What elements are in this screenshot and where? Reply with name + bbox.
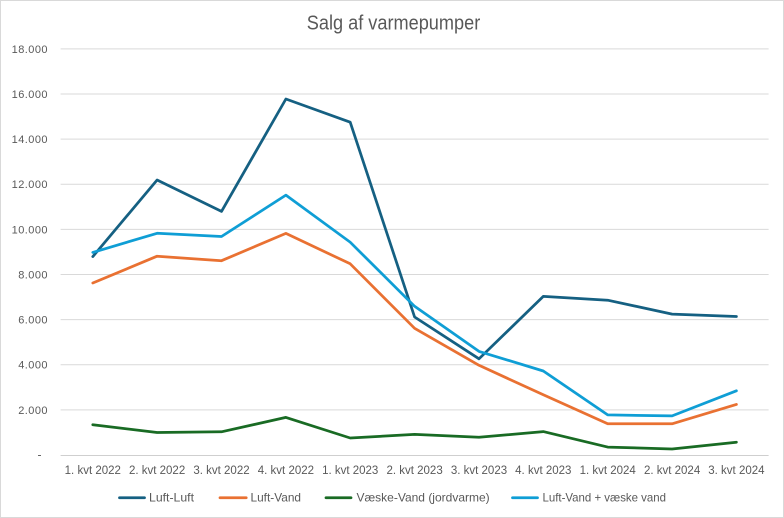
svg-text:Luft-Luft: Luft-Luft (149, 491, 195, 505)
svg-text:Væske-Vand (jordvarme): Væske-Vand (jordvarme) (357, 491, 490, 505)
svg-text:10.000: 10.000 (12, 224, 48, 236)
svg-text:8.000: 8.000 (18, 269, 48, 281)
svg-text:2. kvt 2022: 2. kvt 2022 (129, 465, 185, 477)
svg-text:Luft-Vand + væske vand: Luft-Vand + væske vand (543, 491, 667, 505)
svg-text:-: - (38, 448, 42, 462)
svg-text:14.000: 14.000 (12, 134, 48, 146)
svg-text:4. kvt 2022: 4. kvt 2022 (258, 465, 314, 477)
svg-text:4. kvt 2023: 4. kvt 2023 (515, 465, 571, 477)
svg-text:Salg af varmepumper: Salg af varmepumper (307, 12, 481, 34)
svg-text:3. kvt 2023: 3. kvt 2023 (451, 465, 507, 477)
svg-text:Luft-Vand: Luft-Vand (251, 491, 302, 505)
svg-text:2.000: 2.000 (18, 405, 48, 417)
svg-text:18.000: 18.000 (12, 44, 48, 56)
svg-text:16.000: 16.000 (12, 89, 48, 101)
svg-text:2. kvt 2024: 2. kvt 2024 (644, 465, 701, 477)
svg-text:12.000: 12.000 (12, 179, 48, 191)
svg-text:6.000: 6.000 (18, 315, 48, 327)
svg-text:3. kvt 2024: 3. kvt 2024 (708, 465, 765, 477)
svg-text:3. kvt 2022: 3. kvt 2022 (193, 465, 249, 477)
svg-text:2. kvt 2023: 2. kvt 2023 (386, 465, 442, 477)
svg-text:1. kvt 2022: 1. kvt 2022 (65, 465, 121, 477)
svg-text:1. kvt 2024: 1. kvt 2024 (580, 465, 637, 477)
svg-text:4.000: 4.000 (18, 360, 48, 372)
svg-text:1. kvt 2023: 1. kvt 2023 (322, 465, 378, 477)
